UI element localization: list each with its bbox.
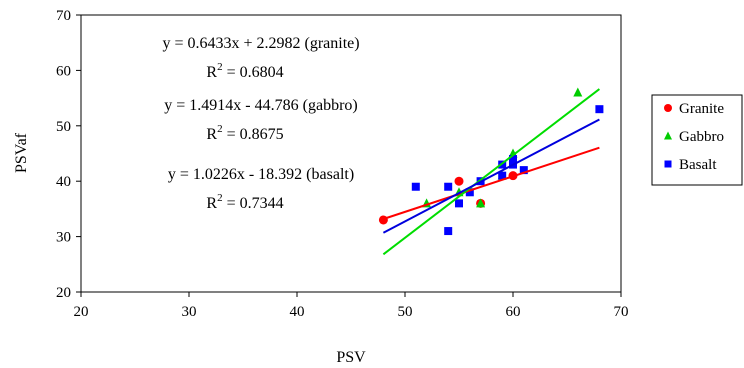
x-tick-label: 20 bbox=[74, 304, 89, 320]
r-squared: R2 = 0.7344 bbox=[206, 192, 283, 212]
granite-point bbox=[454, 176, 464, 186]
x-tick-label: 60 bbox=[506, 304, 521, 320]
legend: Granite Gabbro Basalt bbox=[651, 94, 743, 186]
regression-equation: y = 1.4914x - 44.786 (gabbro) bbox=[164, 97, 357, 114]
y-tick-label: 70 bbox=[56, 8, 71, 24]
x-tick-label: 40 bbox=[290, 304, 305, 320]
plot-area bbox=[80, 14, 622, 293]
y-tick-label: 20 bbox=[56, 285, 71, 301]
gabbro-trendline bbox=[382, 88, 601, 256]
chart-marks bbox=[378, 87, 604, 256]
r-squared: R2 = 0.6804 bbox=[206, 61, 283, 81]
granite-point bbox=[378, 215, 388, 225]
legend-basalt-marker bbox=[664, 160, 672, 168]
legend-basalt-label: Basalt bbox=[679, 157, 717, 173]
y-tick-label: 50 bbox=[56, 119, 71, 135]
x-tick-label: 70 bbox=[614, 304, 629, 320]
y-tick-label: 60 bbox=[56, 63, 71, 79]
y-tick-label: 30 bbox=[56, 230, 71, 246]
basalt-point bbox=[595, 105, 604, 114]
y-tick-label: 40 bbox=[56, 174, 71, 190]
basalt-trendline bbox=[382, 118, 600, 234]
granite-trendline bbox=[383, 146, 600, 220]
regression-annotations: y = 0.6433x + 2.2982 (granite) R2 = 0.680… bbox=[162, 35, 359, 212]
legend-items: Granite Gabbro Basalt bbox=[664, 101, 724, 173]
regression-equation: y = 1.0226x - 18.392 (basalt) bbox=[168, 166, 354, 183]
basalt-point bbox=[455, 199, 463, 208]
basalt-point bbox=[519, 166, 528, 175]
basalt-point bbox=[498, 171, 507, 180]
basalt-point bbox=[444, 227, 453, 236]
x-tick-label: 30 bbox=[182, 304, 197, 320]
gabbro-point bbox=[573, 87, 583, 97]
axis-ticks: 20 30 40 50 60 70 20 30 40 50 60 70 bbox=[56, 8, 629, 320]
basalt-point bbox=[509, 155, 517, 164]
basalt-point bbox=[465, 188, 474, 197]
gabbro-point bbox=[476, 198, 486, 208]
basalt-point bbox=[411, 182, 420, 191]
legend-granite-label: Granite bbox=[679, 101, 724, 117]
legend-gabbro-label: Gabbro bbox=[679, 129, 724, 145]
x-axis-title: PSV bbox=[336, 349, 366, 366]
x-tick-label: 50 bbox=[398, 304, 413, 320]
regression-equation: y = 0.6433x + 2.2982 (granite) bbox=[162, 35, 359, 52]
r-squared: R2 = 0.8675 bbox=[206, 123, 283, 143]
basalt-point bbox=[444, 182, 453, 191]
legend-gabbro-marker bbox=[664, 131, 672, 140]
y-axis-title: PSVaf bbox=[13, 132, 30, 173]
legend-granite-marker bbox=[664, 104, 672, 112]
